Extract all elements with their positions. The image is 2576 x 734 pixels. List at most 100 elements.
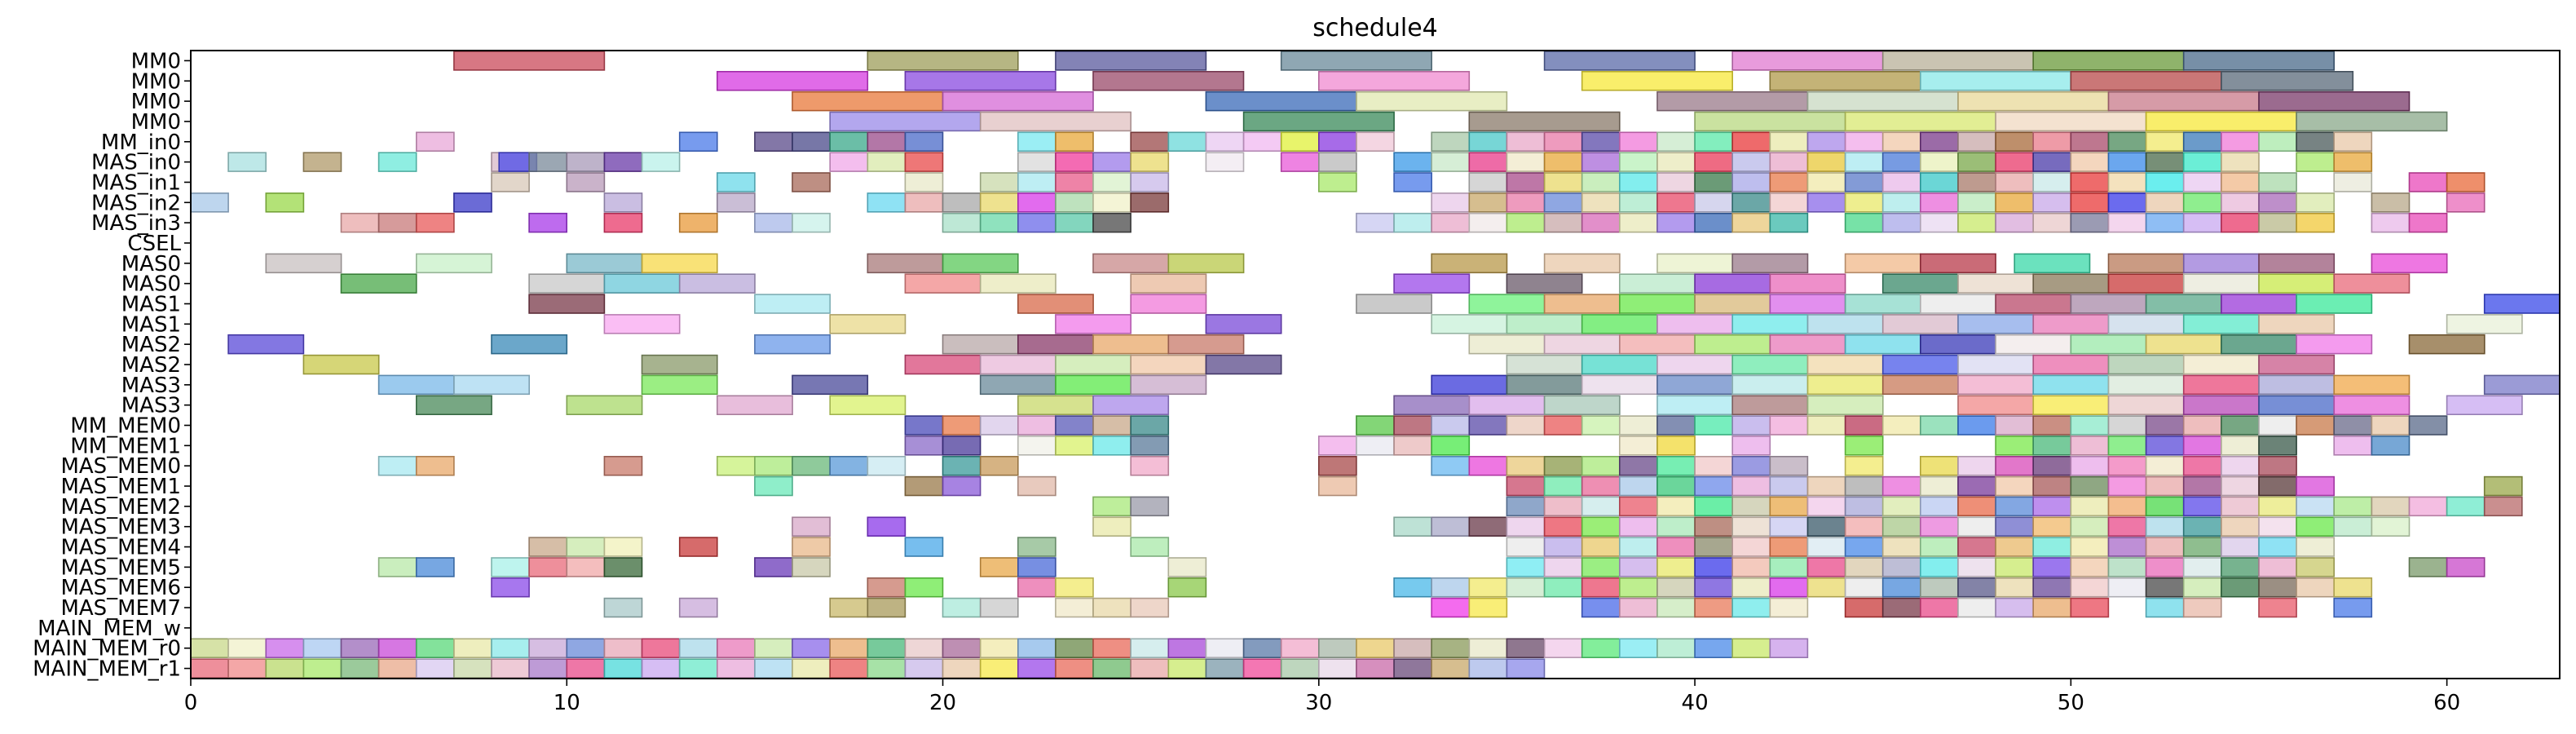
task-bar: [1844, 294, 1921, 314]
task-bar: [528, 273, 606, 294]
task-bar: [415, 253, 492, 274]
task-bar: [2221, 496, 2260, 517]
task-bar: [1844, 577, 1884, 598]
task-bar: [2296, 415, 2336, 436]
task-bar: [1431, 131, 1471, 153]
task-bar: [1393, 577, 1432, 598]
task-bar: [1656, 314, 1734, 334]
task-bar: [1881, 516, 1921, 537]
task-bar: [1506, 516, 1546, 537]
task-bar: [942, 253, 1019, 274]
task-bar: [2145, 192, 2185, 213]
task-bar: [1092, 516, 1131, 537]
task-bar: [1393, 516, 1432, 537]
task-bar: [2032, 152, 2072, 172]
task-bar: [2408, 557, 2448, 577]
task-bar: [302, 152, 342, 172]
task-bar: [1806, 314, 1884, 334]
y-tick-label: MM0: [131, 49, 181, 73]
task-bar: [1769, 537, 1809, 557]
task-bar: [2408, 172, 2448, 192]
task-bar: [2371, 516, 2411, 537]
task-bar: [1092, 334, 1170, 355]
task-bar: [716, 455, 756, 476]
task-bar: [2221, 557, 2260, 577]
task-bar: [1280, 131, 1320, 153]
task-bar: [2107, 516, 2147, 537]
task-bar: [1167, 638, 1207, 658]
task-bar: [2032, 597, 2072, 618]
task-bar: [1393, 658, 1432, 679]
task-bar: [2032, 455, 2072, 476]
task-bar: [1731, 131, 1771, 153]
task-bar: [2032, 577, 2072, 598]
task-bar: [2483, 294, 2561, 314]
y-tick-label: MAS2: [121, 353, 181, 378]
task-bar: [829, 455, 869, 476]
y-tick-label: MM_MEM1: [70, 434, 181, 458]
task-bar: [2333, 273, 2411, 294]
task-bar: [1619, 131, 1658, 153]
task-bar: [1694, 111, 1846, 132]
task-bar: [1656, 131, 1696, 153]
task-bar: [2070, 597, 2110, 618]
task-bar: [1731, 597, 1771, 618]
task-bar: [1769, 172, 1809, 192]
task-bar: [340, 212, 380, 233]
task-bar: [2258, 91, 2411, 112]
task-bar: [1280, 152, 1320, 172]
task-bar: [979, 354, 1056, 375]
y-tick-label: MM0: [131, 110, 181, 135]
task-bar: [2333, 152, 2373, 172]
task-bar: [265, 638, 305, 658]
task-bar: [2258, 516, 2297, 537]
task-bar: [1920, 253, 1996, 274]
task-bar: [2408, 415, 2448, 436]
task-bar: [1092, 496, 1131, 517]
task-bar: [867, 638, 906, 658]
task-bar: [2070, 415, 2110, 436]
task-bar: [2107, 91, 2260, 112]
task-bar: [566, 395, 643, 415]
task-bar: [1055, 354, 1132, 375]
task-bar: [904, 537, 944, 557]
task-bar: [904, 436, 944, 456]
task-bar: [678, 273, 756, 294]
task-bar: [1543, 475, 1583, 497]
task-bar: [2014, 253, 2091, 274]
task-bar: [1731, 475, 1771, 497]
task-bar: [1656, 212, 1696, 233]
task-bar: [1055, 131, 1094, 153]
task-bar: [1694, 455, 1734, 476]
task-bar: [1769, 638, 1809, 658]
task-bar: [1543, 537, 1583, 557]
task-bar: [1844, 131, 1884, 153]
task-bar: [1017, 395, 1094, 415]
task-bar: [2107, 212, 2147, 233]
task-bar: [227, 152, 267, 172]
task-bar: [2182, 314, 2260, 334]
task-bar: [1844, 455, 1884, 476]
task-bar: [1656, 597, 1696, 618]
task-bar: [1920, 516, 1959, 537]
task-bar: [2107, 273, 2185, 294]
y-tick-label: MAS_in2: [91, 191, 181, 215]
x-tick-label: 0: [184, 691, 198, 715]
task-bar: [1130, 638, 1170, 658]
task-bar: [2182, 415, 2222, 436]
task-bar: [1844, 557, 1884, 577]
task-bar: [603, 597, 643, 618]
task-bar: [2145, 516, 2185, 537]
task-bar: [1393, 152, 1432, 172]
task-bar: [904, 172, 944, 192]
task-bar: [829, 395, 906, 415]
task-bar: [2182, 212, 2222, 233]
task-bar: [603, 314, 681, 334]
task-bar: [1506, 172, 1546, 192]
task-bar: [2182, 516, 2222, 537]
task-bar: [904, 638, 944, 658]
task-bar: [1656, 374, 1734, 396]
task-bar: [1356, 436, 1395, 456]
task-bar: [2296, 192, 2336, 213]
y-tick-label: MM_in0: [101, 130, 181, 155]
